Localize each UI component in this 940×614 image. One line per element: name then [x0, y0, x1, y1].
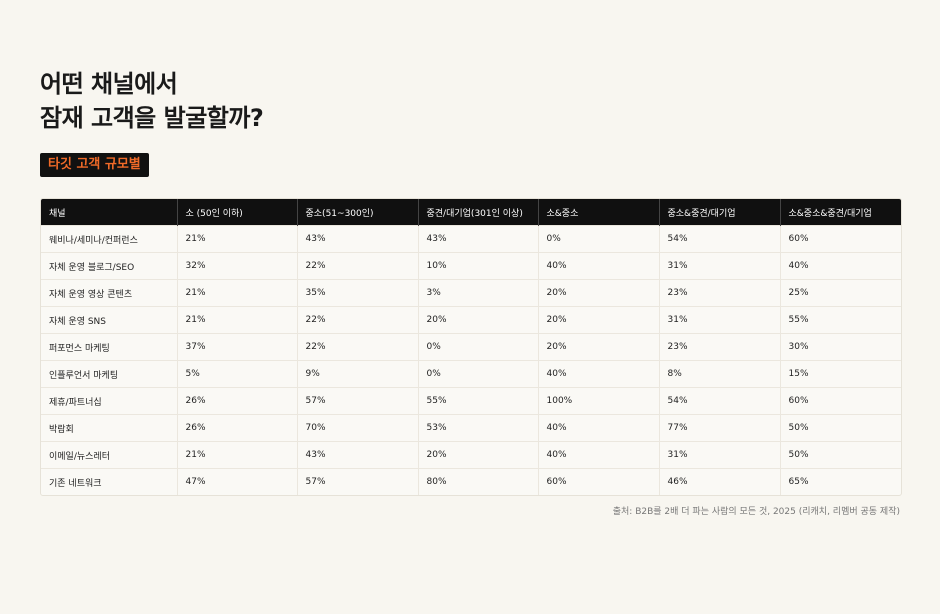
table-row: 자체 운영 SNS 21% 22% 20% 20% 31% 55%: [41, 306, 901, 334]
value-cell: 55%: [779, 306, 901, 334]
value-cell: 40%: [537, 252, 659, 280]
section-badge: 타깃 고객 규모별: [40, 153, 149, 177]
value-cell: 22%: [296, 333, 418, 361]
page-title: 어떤 채널에서 잠재 고객을 발굴할까?: [40, 67, 264, 135]
value-cell: 46%: [658, 468, 780, 495]
value-cell: 23%: [658, 333, 780, 361]
channel-cell: 퍼포먼스 마케팅: [41, 333, 177, 361]
value-cell: 50%: [779, 441, 901, 469]
value-cell: 43%: [417, 225, 538, 253]
value-cell: 80%: [417, 468, 538, 495]
header-small: 소 (50인 이하): [176, 199, 297, 226]
table-row: 인플루언서 마케팅 5% 9% 0% 40% 8% 15%: [41, 360, 901, 388]
value-cell: 43%: [296, 225, 418, 253]
value-cell: 15%: [779, 360, 901, 388]
title-line-2: 잠재 고객을 발굴할까?: [40, 104, 264, 132]
value-cell: 0%: [417, 333, 538, 361]
value-cell: 55%: [417, 387, 538, 415]
channel-cell: 인플루언서 마케팅: [41, 360, 177, 388]
value-cell: 21%: [176, 279, 297, 307]
value-cell: 32%: [176, 252, 297, 280]
value-cell: 10%: [417, 252, 538, 280]
value-cell: 70%: [296, 414, 418, 442]
value-cell: 26%: [176, 414, 297, 442]
value-cell: 3%: [417, 279, 538, 307]
value-cell: 60%: [537, 468, 659, 495]
channel-cell: 자체 운영 SNS: [41, 306, 177, 334]
value-cell: 8%: [658, 360, 780, 388]
value-cell: 31%: [658, 441, 780, 469]
value-cell: 20%: [417, 306, 538, 334]
header-channel: 채널: [41, 199, 177, 226]
table-row: 제휴/파트너십 26% 57% 55% 100% 54% 60%: [41, 387, 901, 415]
value-cell: 5%: [176, 360, 297, 388]
table-header-row: 채널 소 (50인 이하) 중소(51~300인) 중견/대기업(301인 이상…: [41, 199, 901, 226]
header-small-and-small-medium: 소&중소: [537, 199, 659, 226]
value-cell: 53%: [417, 414, 538, 442]
value-cell: 25%: [779, 279, 901, 307]
channel-cell: 자체 운영 블로그/SEO: [41, 252, 177, 280]
table-row: 자체 운영 영상 콘텐츠 21% 35% 3% 20% 23% 25%: [41, 279, 901, 307]
table-row: 기존 네트워크 47% 57% 80% 60% 46% 65%: [41, 468, 901, 495]
channel-cell: 이메일/뉴스레터: [41, 441, 177, 469]
value-cell: 23%: [658, 279, 780, 307]
value-cell: 54%: [658, 387, 780, 415]
value-cell: 22%: [296, 252, 418, 280]
header-small-medium: 중소(51~300인): [296, 199, 418, 226]
value-cell: 31%: [658, 252, 780, 280]
title-line-1: 어떤 채널에서: [40, 70, 178, 98]
channel-cell: 박람회: [41, 414, 177, 442]
value-cell: 77%: [658, 414, 780, 442]
value-cell: 40%: [537, 414, 659, 442]
header-small-medium-and-large: 중소&중견/대기업: [658, 199, 780, 226]
channel-cell: 제휴/파트너십: [41, 387, 177, 415]
value-cell: 21%: [176, 306, 297, 334]
value-cell: 9%: [296, 360, 418, 388]
value-cell: 20%: [417, 441, 538, 469]
value-cell: 40%: [537, 441, 659, 469]
value-cell: 54%: [658, 225, 780, 253]
value-cell: 60%: [779, 225, 901, 253]
table-row: 자체 운영 블로그/SEO 32% 22% 10% 40% 31% 40%: [41, 252, 901, 280]
value-cell: 26%: [176, 387, 297, 415]
value-cell: 57%: [296, 468, 418, 495]
channel-cell: 자체 운영 영상 콘텐츠: [41, 279, 177, 307]
value-cell: 21%: [176, 441, 297, 469]
channel-table-container: 채널 소 (50인 이하) 중소(51~300인) 중견/대기업(301인 이상…: [40, 198, 902, 496]
value-cell: 100%: [537, 387, 659, 415]
value-cell: 20%: [537, 333, 659, 361]
value-cell: 40%: [779, 252, 901, 280]
channel-table: 채널 소 (50인 이하) 중소(51~300인) 중견/대기업(301인 이상…: [41, 199, 901, 495]
value-cell: 57%: [296, 387, 418, 415]
value-cell: 50%: [779, 414, 901, 442]
value-cell: 47%: [176, 468, 297, 495]
table-row: 이메일/뉴스레터 21% 43% 20% 40% 31% 50%: [41, 441, 901, 469]
value-cell: 60%: [779, 387, 901, 415]
value-cell: 43%: [296, 441, 418, 469]
value-cell: 21%: [176, 225, 297, 253]
value-cell: 30%: [779, 333, 901, 361]
value-cell: 0%: [537, 225, 659, 253]
value-cell: 35%: [296, 279, 418, 307]
table-row: 웨비나/세미나/컨퍼런스 21% 43% 43% 0% 54% 60%: [41, 225, 901, 253]
table-row: 퍼포먼스 마케팅 37% 22% 0% 20% 23% 30%: [41, 333, 901, 361]
channel-cell: 기존 네트워크: [41, 468, 177, 495]
value-cell: 37%: [176, 333, 297, 361]
table-row: 박람회 26% 70% 53% 40% 77% 50%: [41, 414, 901, 442]
header-large: 중견/대기업(301인 이상): [417, 199, 538, 226]
value-cell: 20%: [537, 306, 659, 334]
header-all-sizes: 소&중소&중견/대기업: [779, 199, 901, 226]
value-cell: 20%: [537, 279, 659, 307]
value-cell: 31%: [658, 306, 780, 334]
value-cell: 65%: [779, 468, 901, 495]
source-note: 출처: B2B를 2배 더 파는 사람의 모든 것, 2025 (리캐치, 리멤…: [612, 507, 900, 517]
value-cell: 0%: [417, 360, 538, 388]
value-cell: 40%: [537, 360, 659, 388]
channel-cell: 웨비나/세미나/컨퍼런스: [41, 225, 177, 253]
value-cell: 22%: [296, 306, 418, 334]
